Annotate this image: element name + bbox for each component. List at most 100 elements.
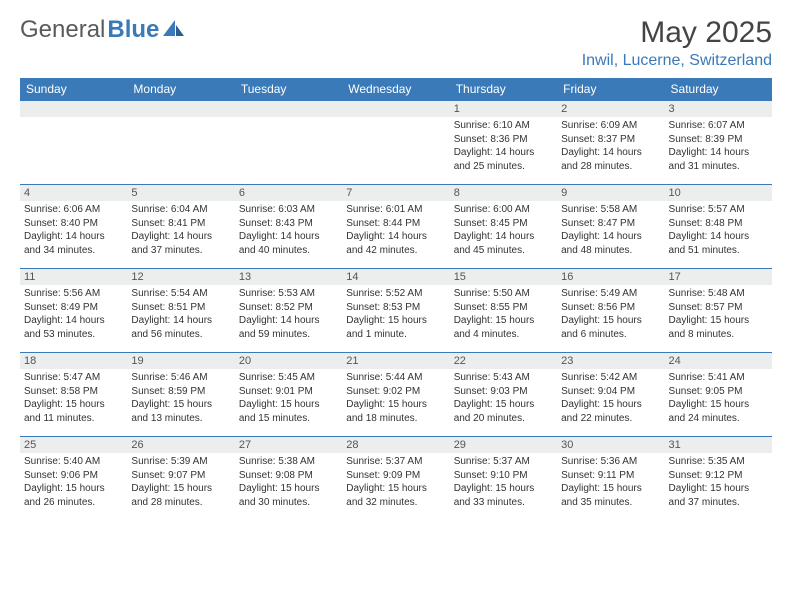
header: GeneralBlue May 2025 Inwil, Lucerne, Swi… <box>20 16 772 70</box>
day-number: 6 <box>235 185 342 201</box>
week-row: 4Sunrise: 6:06 AMSunset: 8:40 PMDaylight… <box>20 185 772 269</box>
weekday-friday: Friday <box>557 78 664 101</box>
sunrise-line: Sunrise: 6:09 AM <box>561 119 660 133</box>
day-details: Sunrise: 5:48 AMSunset: 8:57 PMDaylight:… <box>665 285 772 343</box>
day-number-empty <box>235 101 342 117</box>
day-cell: 28Sunrise: 5:37 AMSunset: 9:09 PMDayligh… <box>342 437 449 521</box>
weekday-tuesday: Tuesday <box>235 78 342 101</box>
day-number-empty <box>20 101 127 117</box>
sunrise-line: Sunrise: 5:35 AM <box>669 455 768 469</box>
day-details: Sunrise: 6:10 AMSunset: 8:36 PMDaylight:… <box>450 117 557 175</box>
sunrise-line: Sunrise: 5:50 AM <box>454 287 553 301</box>
day-number: 5 <box>127 185 234 201</box>
sunset-line: Sunset: 9:01 PM <box>239 385 338 399</box>
daylight-line: Daylight: 15 hours and 32 minutes. <box>346 482 445 509</box>
day-cell: 16Sunrise: 5:49 AMSunset: 8:56 PMDayligh… <box>557 269 664 353</box>
week-row: 11Sunrise: 5:56 AMSunset: 8:49 PMDayligh… <box>20 269 772 353</box>
calendar-table: SundayMondayTuesdayWednesdayThursdayFrid… <box>20 78 772 521</box>
sunrise-line: Sunrise: 6:10 AM <box>454 119 553 133</box>
daylight-line: Daylight: 14 hours and 42 minutes. <box>346 230 445 257</box>
weekday-saturday: Saturday <box>665 78 772 101</box>
sunrise-line: Sunrise: 6:06 AM <box>24 203 123 217</box>
daylight-line: Daylight: 15 hours and 28 minutes. <box>131 482 230 509</box>
day-number-empty <box>342 101 449 117</box>
daylight-line: Daylight: 14 hours and 40 minutes. <box>239 230 338 257</box>
day-number: 11 <box>20 269 127 285</box>
day-cell: 15Sunrise: 5:50 AMSunset: 8:55 PMDayligh… <box>450 269 557 353</box>
daylight-line: Daylight: 15 hours and 11 minutes. <box>24 398 123 425</box>
day-number: 9 <box>557 185 664 201</box>
daylight-line: Daylight: 15 hours and 6 minutes. <box>561 314 660 341</box>
day-cell <box>127 101 234 185</box>
day-number: 21 <box>342 353 449 369</box>
day-details: Sunrise: 6:04 AMSunset: 8:41 PMDaylight:… <box>127 201 234 259</box>
day-number: 28 <box>342 437 449 453</box>
day-cell: 14Sunrise: 5:52 AMSunset: 8:53 PMDayligh… <box>342 269 449 353</box>
day-number: 23 <box>557 353 664 369</box>
day-cell: 31Sunrise: 5:35 AMSunset: 9:12 PMDayligh… <box>665 437 772 521</box>
day-number: 16 <box>557 269 664 285</box>
sunset-line: Sunset: 8:56 PM <box>561 301 660 315</box>
day-cell: 30Sunrise: 5:36 AMSunset: 9:11 PMDayligh… <box>557 437 664 521</box>
day-cell: 11Sunrise: 5:56 AMSunset: 8:49 PMDayligh… <box>20 269 127 353</box>
day-cell: 8Sunrise: 6:00 AMSunset: 8:45 PMDaylight… <box>450 185 557 269</box>
sunset-line: Sunset: 9:02 PM <box>346 385 445 399</box>
sunrise-line: Sunrise: 5:37 AM <box>346 455 445 469</box>
day-details: Sunrise: 6:03 AMSunset: 8:43 PMDaylight:… <box>235 201 342 259</box>
sunrise-line: Sunrise: 5:47 AM <box>24 371 123 385</box>
day-details: Sunrise: 5:45 AMSunset: 9:01 PMDaylight:… <box>235 369 342 427</box>
logo-sail-icon <box>163 18 185 43</box>
daylight-line: Daylight: 15 hours and 33 minutes. <box>454 482 553 509</box>
day-cell: 20Sunrise: 5:45 AMSunset: 9:01 PMDayligh… <box>235 353 342 437</box>
day-number: 15 <box>450 269 557 285</box>
day-cell <box>20 101 127 185</box>
sunrise-line: Sunrise: 6:01 AM <box>346 203 445 217</box>
day-number: 7 <box>342 185 449 201</box>
sunrise-line: Sunrise: 5:54 AM <box>131 287 230 301</box>
month-title: May 2025 <box>582 16 772 50</box>
daylight-line: Daylight: 14 hours and 59 minutes. <box>239 314 338 341</box>
sunset-line: Sunset: 8:49 PM <box>24 301 123 315</box>
sunset-line: Sunset: 9:07 PM <box>131 469 230 483</box>
sunrise-line: Sunrise: 6:03 AM <box>239 203 338 217</box>
sunset-line: Sunset: 9:12 PM <box>669 469 768 483</box>
day-cell: 12Sunrise: 5:54 AMSunset: 8:51 PMDayligh… <box>127 269 234 353</box>
day-number-empty <box>127 101 234 117</box>
day-details: Sunrise: 5:46 AMSunset: 8:59 PMDaylight:… <box>127 369 234 427</box>
day-cell: 10Sunrise: 5:57 AMSunset: 8:48 PMDayligh… <box>665 185 772 269</box>
day-number: 13 <box>235 269 342 285</box>
day-details: Sunrise: 5:37 AMSunset: 9:10 PMDaylight:… <box>450 453 557 511</box>
daylight-line: Daylight: 15 hours and 13 minutes. <box>131 398 230 425</box>
day-cell: 25Sunrise: 5:40 AMSunset: 9:06 PMDayligh… <box>20 437 127 521</box>
day-number: 8 <box>450 185 557 201</box>
day-details: Sunrise: 5:44 AMSunset: 9:02 PMDaylight:… <box>342 369 449 427</box>
day-number: 18 <box>20 353 127 369</box>
sunset-line: Sunset: 8:48 PM <box>669 217 768 231</box>
sunrise-line: Sunrise: 5:38 AM <box>239 455 338 469</box>
day-cell: 13Sunrise: 5:53 AMSunset: 8:52 PMDayligh… <box>235 269 342 353</box>
day-details: Sunrise: 6:00 AMSunset: 8:45 PMDaylight:… <box>450 201 557 259</box>
day-details: Sunrise: 5:56 AMSunset: 8:49 PMDaylight:… <box>20 285 127 343</box>
day-cell: 29Sunrise: 5:37 AMSunset: 9:10 PMDayligh… <box>450 437 557 521</box>
sunrise-line: Sunrise: 5:40 AM <box>24 455 123 469</box>
day-number: 20 <box>235 353 342 369</box>
sunset-line: Sunset: 8:55 PM <box>454 301 553 315</box>
title-block: May 2025 Inwil, Lucerne, Switzerland <box>582 16 772 70</box>
day-cell: 24Sunrise: 5:41 AMSunset: 9:05 PMDayligh… <box>665 353 772 437</box>
day-details: Sunrise: 5:43 AMSunset: 9:03 PMDaylight:… <box>450 369 557 427</box>
sunrise-line: Sunrise: 5:43 AM <box>454 371 553 385</box>
daylight-line: Daylight: 15 hours and 30 minutes. <box>239 482 338 509</box>
day-number: 2 <box>557 101 664 117</box>
sunrise-line: Sunrise: 5:42 AM <box>561 371 660 385</box>
weekday-sunday: Sunday <box>20 78 127 101</box>
day-number: 27 <box>235 437 342 453</box>
weekday-header: SundayMondayTuesdayWednesdayThursdayFrid… <box>20 78 772 101</box>
sunset-line: Sunset: 9:06 PM <box>24 469 123 483</box>
day-cell: 17Sunrise: 5:48 AMSunset: 8:57 PMDayligh… <box>665 269 772 353</box>
daylight-line: Daylight: 15 hours and 24 minutes. <box>669 398 768 425</box>
day-details: Sunrise: 5:38 AMSunset: 9:08 PMDaylight:… <box>235 453 342 511</box>
day-details: Sunrise: 5:53 AMSunset: 8:52 PMDaylight:… <box>235 285 342 343</box>
daylight-line: Daylight: 15 hours and 18 minutes. <box>346 398 445 425</box>
daylight-line: Daylight: 15 hours and 20 minutes. <box>454 398 553 425</box>
daylight-line: Daylight: 14 hours and 53 minutes. <box>24 314 123 341</box>
